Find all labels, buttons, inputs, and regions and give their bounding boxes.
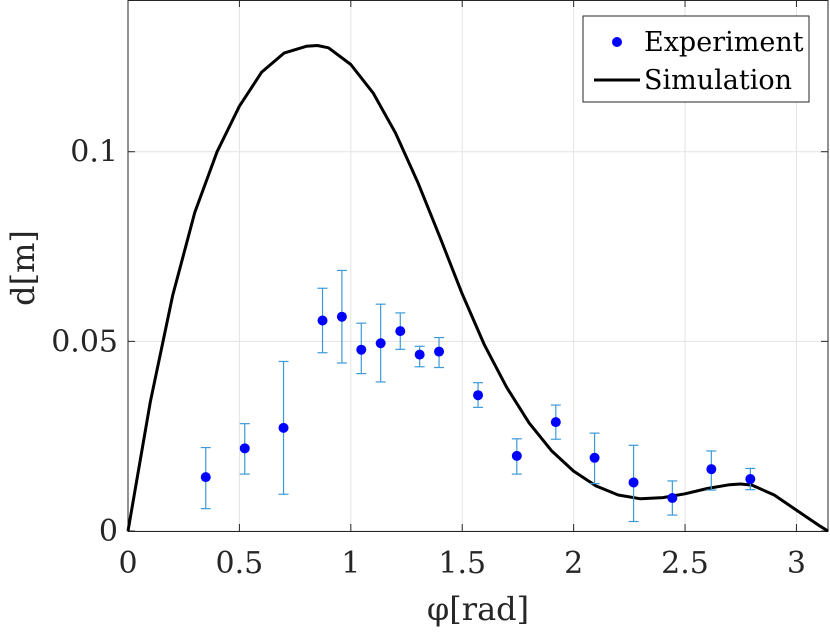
x-axis-label: φ[rad] <box>427 590 529 628</box>
y-tick-label: 0 <box>99 514 118 549</box>
experiment-point <box>628 477 639 488</box>
experiment-point <box>473 390 484 401</box>
legend-simulation-label: Simulation <box>644 65 792 96</box>
experiment-point <box>375 338 386 349</box>
experiment-point <box>706 464 717 475</box>
y-tick-label: 0.1 <box>70 135 118 170</box>
x-tick-label: 0 <box>118 546 137 581</box>
experiment-series <box>200 269 756 523</box>
experiment-point <box>395 326 406 337</box>
legend-experiment-label: Experiment <box>644 27 804 58</box>
experiment-point <box>239 443 250 454</box>
experiment-point <box>550 417 561 428</box>
x-tick-label: 3 <box>787 546 806 581</box>
axes-box <box>127 0 829 532</box>
legend-experiment-marker <box>612 37 622 47</box>
simulation-line <box>126 44 829 533</box>
experiment-point <box>336 311 347 322</box>
experiment-point <box>745 474 756 485</box>
x-tick-label: 2 <box>564 546 583 581</box>
x-tick-label: 1 <box>341 546 360 581</box>
experiment-point <box>589 452 600 463</box>
simulation-series <box>126 44 829 533</box>
legend: Experiment Simulation <box>582 15 810 103</box>
experiment-point <box>356 344 367 355</box>
experiment-point <box>434 346 445 357</box>
experiment-point <box>667 493 678 504</box>
experiment-point <box>278 422 289 433</box>
x-tick-label: 0.5 <box>216 546 264 581</box>
experiment-point <box>200 472 211 483</box>
ticks: 0 0.5 1 1.5 2 2.5 3 0 0.05 0.1 <box>51 0 828 581</box>
y-axis-label: d[m] <box>4 230 42 306</box>
experiment-point <box>511 450 522 461</box>
x-tick-label: 1.5 <box>438 546 486 581</box>
x-tick-label: 2.5 <box>661 546 709 581</box>
experiment-point <box>317 315 328 326</box>
y-tick-label: 0.05 <box>51 324 118 359</box>
legend-box <box>582 15 810 103</box>
experiment-point <box>414 349 425 360</box>
